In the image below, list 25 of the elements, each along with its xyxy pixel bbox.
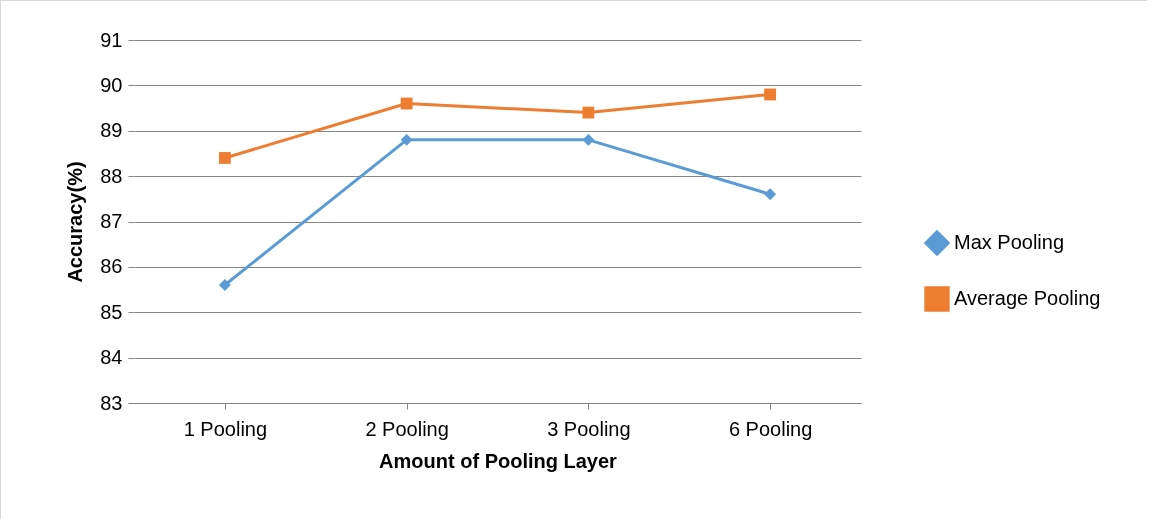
x-tick-label: 6 Pooling — [728, 417, 813, 440]
x-tick-label: 2 Pooling — [365, 417, 449, 440]
y-tick-label: 88 — [100, 164, 123, 187]
point — [218, 152, 231, 164]
y-tick-label: 89 — [100, 119, 123, 142]
point — [764, 88, 777, 101]
y-axis-title: Accuracy(%) — [64, 161, 87, 283]
legend-label: Average Pooling — [954, 287, 1101, 309]
point — [582, 106, 595, 119]
y-tick-label: 84 — [100, 346, 123, 369]
x-tick-label: 3 Pooling — [547, 417, 631, 440]
point — [582, 133, 595, 146]
point — [764, 188, 777, 201]
y-tick-label: 85 — [100, 300, 123, 323]
y-tick-label: 91 — [100, 28, 123, 51]
point — [218, 279, 231, 291]
y-tick-label: 90 — [100, 73, 123, 96]
point — [400, 133, 413, 146]
point — [400, 97, 413, 110]
x-tick-label: 1 Pooling — [183, 417, 268, 440]
y-tick-label: 83 — [100, 391, 123, 414]
y-tick-label: 86 — [100, 255, 123, 278]
x-axis-title: Amount of Pooling Layer — [379, 449, 618, 472]
legend-label: Max Pooling — [954, 231, 1065, 253]
y-tick-label: 87 — [100, 210, 123, 232]
